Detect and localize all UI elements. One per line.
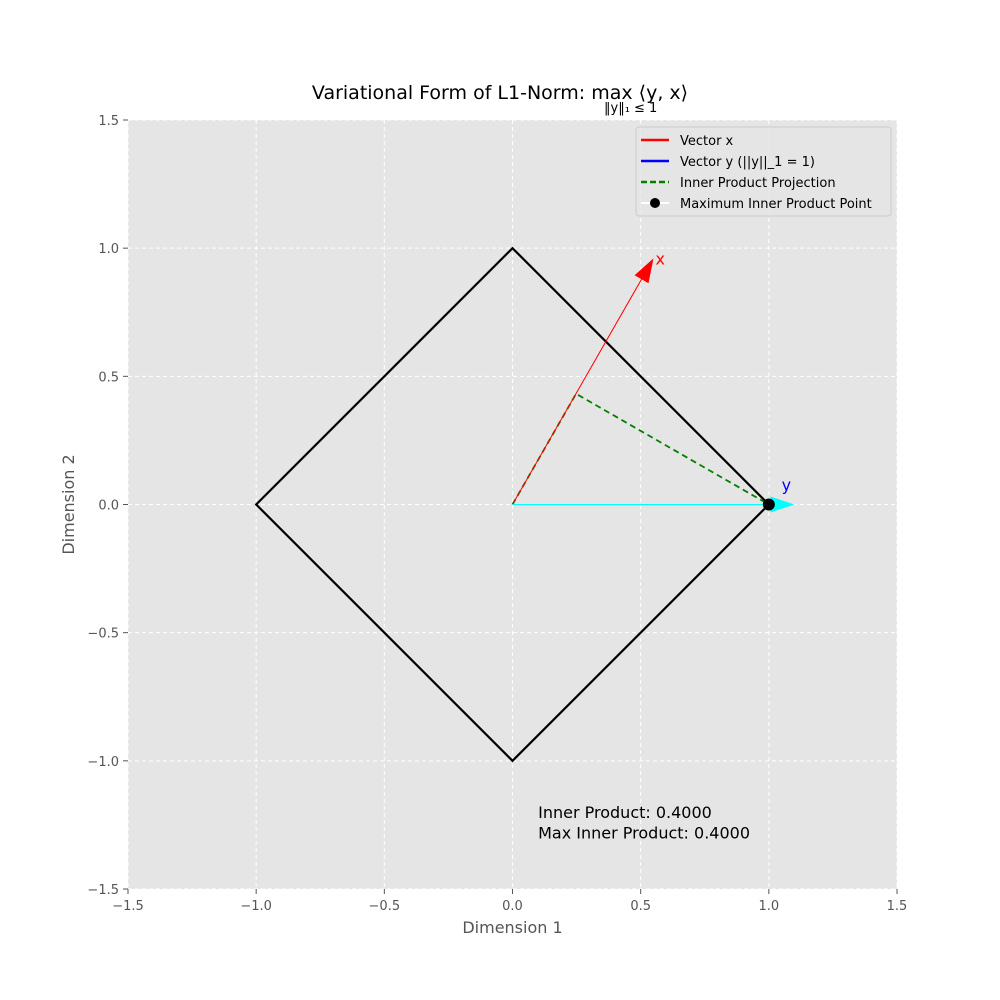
y-tick-label: 0.5	[98, 370, 119, 385]
vector-y-label: y	[782, 476, 791, 495]
chart-title: Variational Form of L1-Norm: max ⟨y, x⟩	[311, 82, 689, 104]
maximum-inner-product-point	[762, 498, 775, 511]
y-tick-label: −1.0	[87, 755, 119, 770]
x-tick-label: 0.0	[502, 899, 523, 914]
chart-title-subscript: ‖y‖₁ ≤ 1	[604, 101, 658, 116]
x-axis-label: Dimension 1	[462, 918, 562, 937]
y-tick-label: 0.0	[98, 499, 119, 514]
y-axis-ticks: −1.5 −1.0 −0.5 0.0 0.5 1.0 1.5	[87, 114, 128, 898]
chart-marks: x y Inner Product: 0.4000 Max Inner Product…	[254, 246, 795, 843]
legend: Vector x Vector y (||y||_1 = 1) Inner Prod…	[635, 126, 892, 217]
vector-y-arrow-head	[770, 496, 795, 513]
x-tick-label: 1.5	[887, 899, 908, 914]
y-tick-label: −0.5	[87, 627, 119, 642]
x-tick-label: 1.0	[758, 899, 779, 914]
vector-x-arrow-shaft	[512, 278, 642, 505]
x-axis-ticks: −1.5 −1.0 −0.5 0.0 0.5 1.0 1.5	[112, 889, 907, 914]
legend-label: Inner Product Projection	[680, 176, 836, 191]
legend-box	[635, 126, 892, 217]
y-axis-label: Dimension 2	[59, 454, 78, 554]
annotation-text: Inner Product: 0.4000	[538, 803, 712, 822]
y-tick-label: −1.5	[87, 883, 119, 898]
annotation-text: Max Inner Product: 0.4000	[538, 824, 750, 843]
y-tick-label: 1.0	[98, 242, 119, 257]
x-tick-label: −1.5	[112, 899, 144, 914]
x-tick-label: −1.0	[240, 899, 272, 914]
legend-swatch-marker	[650, 198, 660, 208]
l1-ball-boundary	[254, 246, 770, 763]
legend-label: Maximum Inner Product Point	[680, 197, 872, 212]
y-tick-label: 1.5	[98, 114, 119, 129]
vector-x-arrow-head	[634, 258, 654, 284]
legend-label: Vector x	[680, 134, 734, 149]
legend-label: Vector y (||y||_1 = 1)	[680, 155, 815, 170]
vector-x-label: x	[655, 249, 664, 268]
x-tick-label: −0.5	[369, 899, 401, 914]
x-tick-label: 0.5	[630, 899, 651, 914]
